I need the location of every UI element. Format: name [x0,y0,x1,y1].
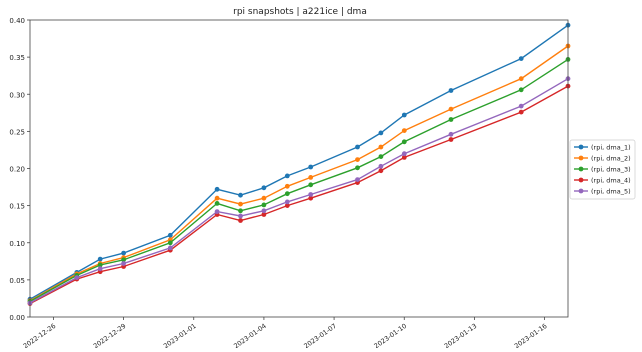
data-point [401,128,407,134]
series-layer [27,22,571,306]
chart-title: rpi snapshots | a221ice | dma [233,7,367,17]
data-point [167,245,173,251]
data-point [97,266,103,272]
data-point [355,177,360,183]
data-point [401,139,407,145]
data-point [167,240,173,246]
legend-label: (rpi, dma_5) [591,188,631,196]
data-point [284,203,290,209]
data-point [121,261,126,266]
y-tick-label: 0.15 [9,203,25,211]
data-point [167,232,173,238]
data-point [238,213,243,219]
data-point [238,201,243,207]
data-point [518,56,524,61]
series-line [29,85,569,305]
data-point [355,144,360,150]
data-point [518,103,524,109]
data-point [308,164,314,170]
data-point [401,155,407,160]
plot-frame [29,19,569,318]
data-point [121,250,126,256]
data-point [448,137,454,142]
data-point [238,192,243,198]
y-tick-label: 0.40 [9,17,25,25]
y-tick-label: 0.20 [9,166,25,174]
legend-marker [578,166,584,172]
data-point [355,165,360,171]
data-point [214,209,220,215]
data-point [74,275,80,280]
data-point [261,212,267,217]
data-point [214,201,220,206]
data-point [284,183,290,189]
data-point [284,191,290,197]
y-tick-label: 0.25 [9,128,25,136]
legend-marker [578,177,584,183]
data-point [308,175,314,180]
data-point [448,88,454,93]
data-point [448,106,454,112]
data-point [378,144,384,150]
data-point [378,130,384,136]
y-tick-label: 0.05 [9,277,25,285]
data-point [284,173,290,179]
data-point [308,182,314,188]
data-point [401,112,407,118]
legend-label: (rpi, dma_3) [591,166,631,174]
data-point [97,262,103,268]
data-point [97,256,103,262]
data-point [261,185,267,191]
series-5 [27,76,571,306]
data-point [448,117,454,122]
series-line [29,45,569,302]
data-point [121,257,126,263]
y-tick-label: 0.30 [9,91,25,99]
data-point [261,195,267,201]
data-point [378,154,384,160]
data-point [518,87,524,93]
legend: (rpi, dma_1) (rpi, dma_2) (rpi, dma_3) (rpi… [569,139,636,200]
legend-label: (rpi, dma_4) [591,177,631,185]
legend-label: (rpi, dma_2) [591,155,631,163]
y-tick-label: 0.00 [9,314,25,322]
y-tick-label: 0.10 [9,240,25,248]
data-point [214,195,220,201]
data-point [378,168,384,174]
data-point [238,218,243,223]
data-point [401,151,407,157]
y-tick-label: 0.35 [9,54,25,62]
series-line [29,78,569,304]
data-point [518,76,524,82]
data-point [261,202,267,208]
data-point [308,192,314,197]
series-1 [27,22,571,302]
data-point [378,163,384,169]
series-line [29,24,569,300]
series-3 [27,57,571,304]
series-line [29,58,569,303]
legend-marker [578,188,584,194]
data-point [518,109,524,115]
data-point [308,195,314,201]
data-point [448,131,454,137]
legend-marker [578,155,584,161]
data-point [214,186,220,192]
legend-box [569,139,636,200]
data-point [284,199,290,205]
legend-marker [578,144,584,150]
data-point [238,208,243,214]
data-point [261,208,267,214]
legend-label: (rpi, dma_1) [591,144,631,152]
data-point [355,157,360,163]
